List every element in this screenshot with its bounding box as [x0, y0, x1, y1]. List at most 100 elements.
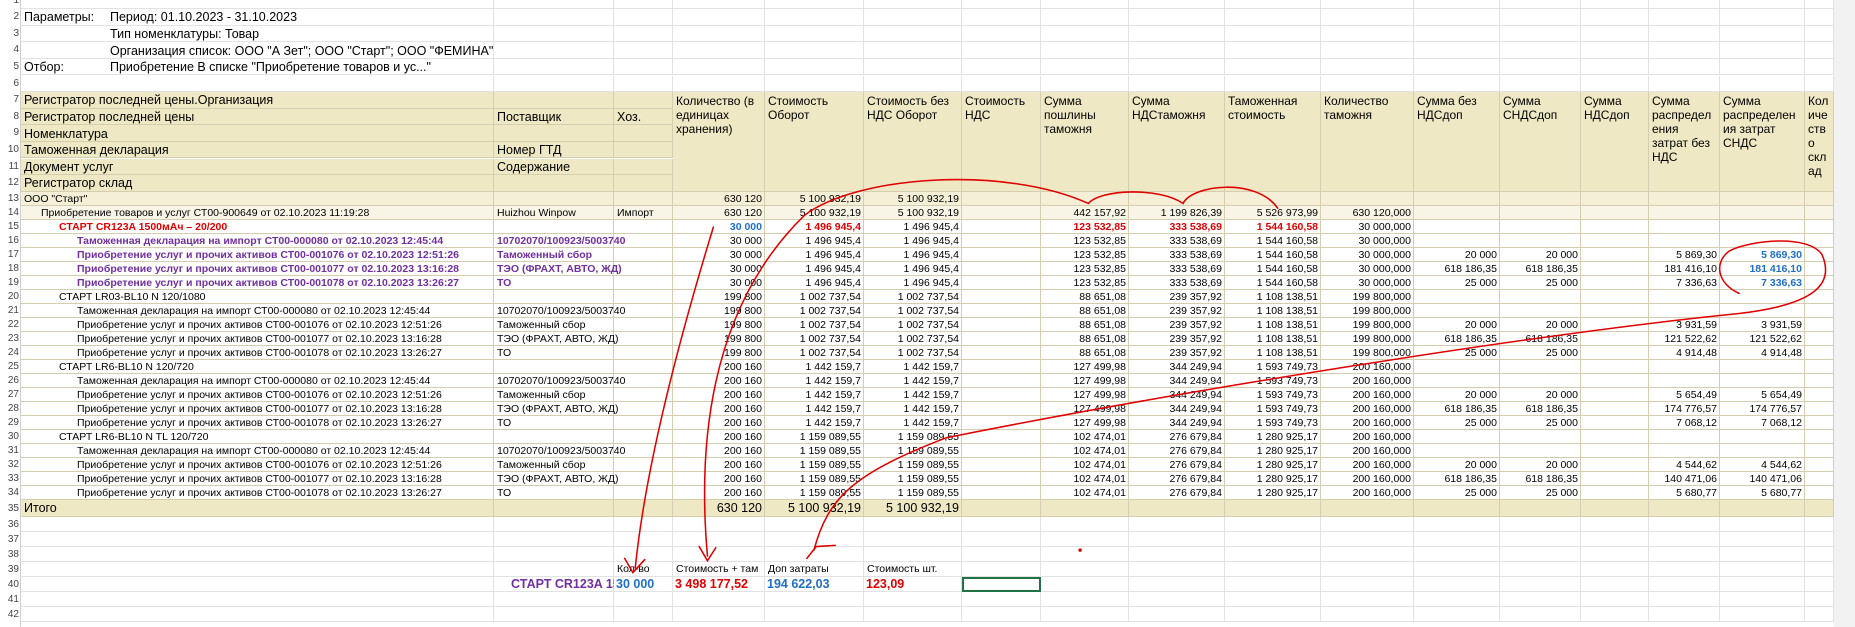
- cell: [1225, 546, 1321, 562]
- row-number: 15: [7, 220, 19, 232]
- cell: [1649, 373, 1720, 388]
- cell: [1720, 303, 1805, 318]
- calc-label: СТАРТ CR123A 1500мАч – 20/200: [511, 577, 614, 592]
- cell-value: 199 800: [724, 304, 762, 317]
- cell: [614, 401, 673, 416]
- cell: [614, 429, 673, 444]
- cell: [1225, 58, 1321, 76]
- cell: [1581, 261, 1649, 276]
- cell: [1500, 499, 1581, 517]
- cell: [962, 345, 1041, 360]
- cell: [614, 219, 673, 234]
- cell: [1581, 485, 1649, 500]
- cell-value: 618 186,35: [1525, 402, 1578, 415]
- cell-value: 25 000: [1464, 276, 1497, 289]
- cell: [1129, 561, 1225, 577]
- cell: [494, 175, 614, 192]
- cell: [1720, 58, 1805, 76]
- cell-text: Huizhou Winpow: [497, 206, 576, 219]
- cell-value: 20 000: [1545, 458, 1578, 471]
- cell-value: 200 160,000: [1352, 360, 1411, 373]
- cell: [1500, 219, 1581, 234]
- cell: [1720, 42, 1805, 59]
- row-label: СТАРТ LR6-BL10 N TL 120/720: [59, 430, 209, 443]
- cell-value: 344 249,94: [1169, 402, 1222, 415]
- cell-value: 25 000: [1464, 346, 1497, 359]
- cell: [21, 219, 494, 234]
- calc-value: 3 498 177,52: [675, 577, 748, 592]
- cell: [614, 9, 673, 26]
- cell-value: 30 000: [729, 276, 762, 289]
- selected-cell[interactable]: [962, 576, 1041, 592]
- cell: [962, 317, 1041, 332]
- cell-value: 30 000,000: [1358, 234, 1411, 247]
- cell-value: 1 280 925,17: [1256, 458, 1318, 471]
- cell: [1129, 9, 1225, 26]
- row-number: 3: [13, 27, 19, 39]
- cell-value: 200 160,000: [1352, 472, 1411, 485]
- cell: [494, 275, 614, 290]
- cell: [1581, 443, 1649, 458]
- cell: [1649, 531, 1720, 547]
- cell: [1581, 387, 1649, 402]
- cell: [1321, 591, 1414, 607]
- cell: [673, 531, 765, 547]
- cell-value: 25 000: [1545, 486, 1578, 499]
- cell: [21, 247, 494, 262]
- cell: [1581, 331, 1649, 346]
- cell-value: 199 800,000: [1352, 290, 1411, 303]
- cell: [962, 516, 1041, 532]
- cell-value: 88 651,08: [1079, 290, 1126, 303]
- cell: [1720, 0, 1805, 10]
- cell: [1805, 415, 1834, 430]
- row-number: 19: [7, 276, 19, 288]
- row-label: Таможенная декларация на импорт СТ00-000…: [77, 304, 431, 317]
- cell: [1581, 58, 1649, 76]
- cell: [494, 471, 614, 486]
- cell: [962, 606, 1041, 622]
- cell: [21, 158, 494, 176]
- cell: [1649, 233, 1720, 248]
- cell: [1805, 191, 1834, 206]
- cell: [1414, 576, 1500, 592]
- cell: [1225, 561, 1321, 577]
- header-label: Таможенная декларация: [24, 143, 169, 158]
- cell: [614, 531, 673, 547]
- cell: [1581, 606, 1649, 622]
- cell: [1805, 42, 1834, 59]
- cell: [21, 42, 494, 59]
- cell: [1581, 219, 1649, 234]
- cell-value: 1 496 945,4: [805, 262, 861, 275]
- filter-label: Отбор:: [24, 60, 64, 75]
- cell-value: 344 249,94: [1169, 360, 1222, 373]
- cell: [494, 429, 614, 444]
- cell: [1500, 373, 1581, 388]
- cell: [1414, 443, 1500, 458]
- cell: [614, 576, 673, 592]
- cell: [21, 275, 494, 290]
- cell: [962, 457, 1041, 472]
- cell-value: 4 914,48: [1676, 346, 1717, 359]
- row-label: Приобретение услуг и прочих активов СТ00…: [77, 262, 460, 275]
- cell-value: 127 499,98: [1073, 402, 1126, 415]
- cell: [614, 516, 673, 532]
- cell: [962, 499, 1041, 517]
- row-number: 29: [7, 416, 19, 428]
- cell-value: 30 000: [729, 248, 762, 261]
- cell: [494, 516, 614, 532]
- cell: [1321, 546, 1414, 562]
- cell-value: 239 357,92: [1169, 346, 1222, 359]
- cell: [614, 0, 673, 10]
- cell: [614, 58, 673, 76]
- cell-value: 123 532,85: [1073, 234, 1126, 247]
- cell: [1649, 58, 1720, 76]
- cell: [1720, 576, 1805, 592]
- cell-value: 1 442 159,7: [903, 360, 959, 373]
- cell: [614, 42, 673, 59]
- cell: [962, 191, 1041, 206]
- cell: [1581, 317, 1649, 332]
- cell-value: 3 931,59: [1761, 318, 1802, 331]
- row-number: 23: [7, 332, 19, 344]
- cell-value: 1 593 749,73: [1256, 416, 1318, 429]
- cell: [494, 125, 614, 142]
